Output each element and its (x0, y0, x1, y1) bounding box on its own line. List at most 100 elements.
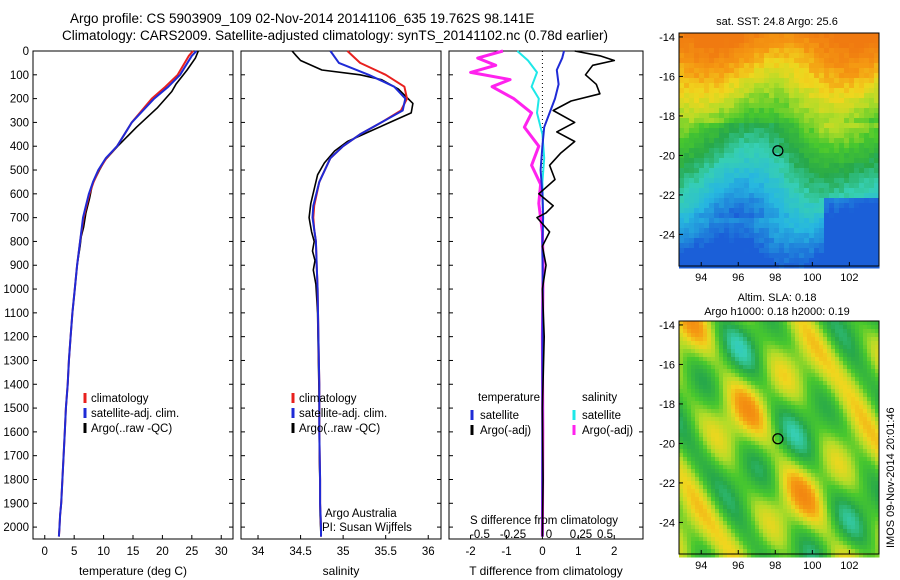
map-cell (723, 521, 728, 526)
map-cell (791, 533, 796, 538)
map-cell (735, 505, 740, 510)
map-cell (734, 78, 740, 84)
map-cell (823, 345, 828, 350)
map-cell (723, 453, 728, 458)
map-cell (699, 228, 705, 234)
map-cell (774, 258, 780, 264)
map-cell (769, 113, 775, 119)
map-cell (794, 103, 800, 109)
map-cell (679, 369, 684, 374)
map-cell (727, 341, 732, 346)
map-cell (683, 417, 688, 422)
map-cell (714, 113, 720, 119)
map-cell (723, 505, 728, 510)
map-cell (724, 138, 730, 144)
map-cell (724, 83, 730, 89)
map-cell (839, 489, 844, 494)
map-cell (823, 393, 828, 398)
map-cell (739, 429, 744, 434)
map-cell (795, 461, 800, 466)
map-cell (735, 525, 740, 530)
map-cell (859, 373, 864, 378)
map-cell (739, 545, 744, 550)
map-cell (843, 497, 848, 502)
map-cell (734, 243, 740, 249)
map-cell (843, 417, 848, 422)
map-cell (767, 537, 772, 542)
map-cell (815, 365, 820, 370)
map-cell (831, 409, 836, 414)
map-cell (723, 537, 728, 542)
map-cell (803, 477, 808, 482)
map-cell (869, 173, 875, 179)
map-cell (783, 541, 788, 546)
map-cell (767, 381, 772, 386)
map-cell (729, 83, 735, 89)
map-cell (771, 509, 776, 514)
map-cell (779, 148, 785, 154)
map-cell (839, 529, 844, 534)
map-cell (767, 489, 772, 494)
depth-tick-label: 700 (10, 213, 29, 225)
map-cell (849, 138, 855, 144)
map-cell (767, 365, 772, 370)
map-cell (799, 381, 804, 386)
map-cell (679, 361, 684, 366)
map-cell (847, 541, 852, 546)
map-cell (754, 128, 760, 134)
map-cell (759, 517, 764, 522)
map-cell (775, 449, 780, 454)
map-cell (851, 357, 856, 362)
map-cell (691, 349, 696, 354)
map-cell (754, 243, 760, 249)
map-cell (819, 465, 824, 470)
map-cell (769, 128, 775, 134)
map-cell (791, 385, 796, 390)
map-cell (794, 158, 800, 164)
map-cell (735, 389, 740, 394)
map-cell (709, 218, 715, 224)
map-cell (855, 529, 860, 534)
map-cell (843, 397, 848, 402)
map-cell (724, 248, 730, 254)
map-cell (844, 253, 850, 259)
map-cell (799, 485, 804, 490)
map-cell (735, 473, 740, 478)
map-cell (699, 337, 704, 342)
map-cell (875, 369, 880, 374)
map-cell (811, 437, 816, 442)
map-cell (871, 477, 876, 482)
map-cell (775, 445, 780, 450)
map-cell (829, 188, 835, 194)
map-cell (803, 393, 808, 398)
map-cell (824, 168, 830, 174)
map-cell (691, 445, 696, 450)
map-cell (731, 345, 736, 350)
map-cell (824, 228, 830, 234)
map-cell (723, 449, 728, 454)
map-cell (787, 417, 792, 422)
map-cell (691, 357, 696, 362)
map-cell (784, 213, 790, 219)
map-cell (829, 103, 835, 109)
map-cell (724, 33, 730, 39)
map-cell (723, 513, 728, 518)
map-cell (719, 68, 725, 74)
map-cell (689, 158, 695, 164)
map-cell (731, 337, 736, 342)
map-cell (809, 103, 815, 109)
map-cell (839, 437, 844, 442)
map-cell (739, 465, 744, 470)
map-cell (855, 533, 860, 538)
map-cell (871, 365, 876, 370)
map-cell (843, 361, 848, 366)
map-cell (739, 148, 745, 154)
map-cell (719, 78, 725, 84)
map-cell (824, 58, 830, 64)
map-cell (699, 437, 704, 442)
map-cell (724, 63, 730, 69)
map-cell (747, 425, 752, 430)
map-cell (719, 545, 724, 550)
map-cell (754, 58, 760, 64)
map-cell (849, 168, 855, 174)
